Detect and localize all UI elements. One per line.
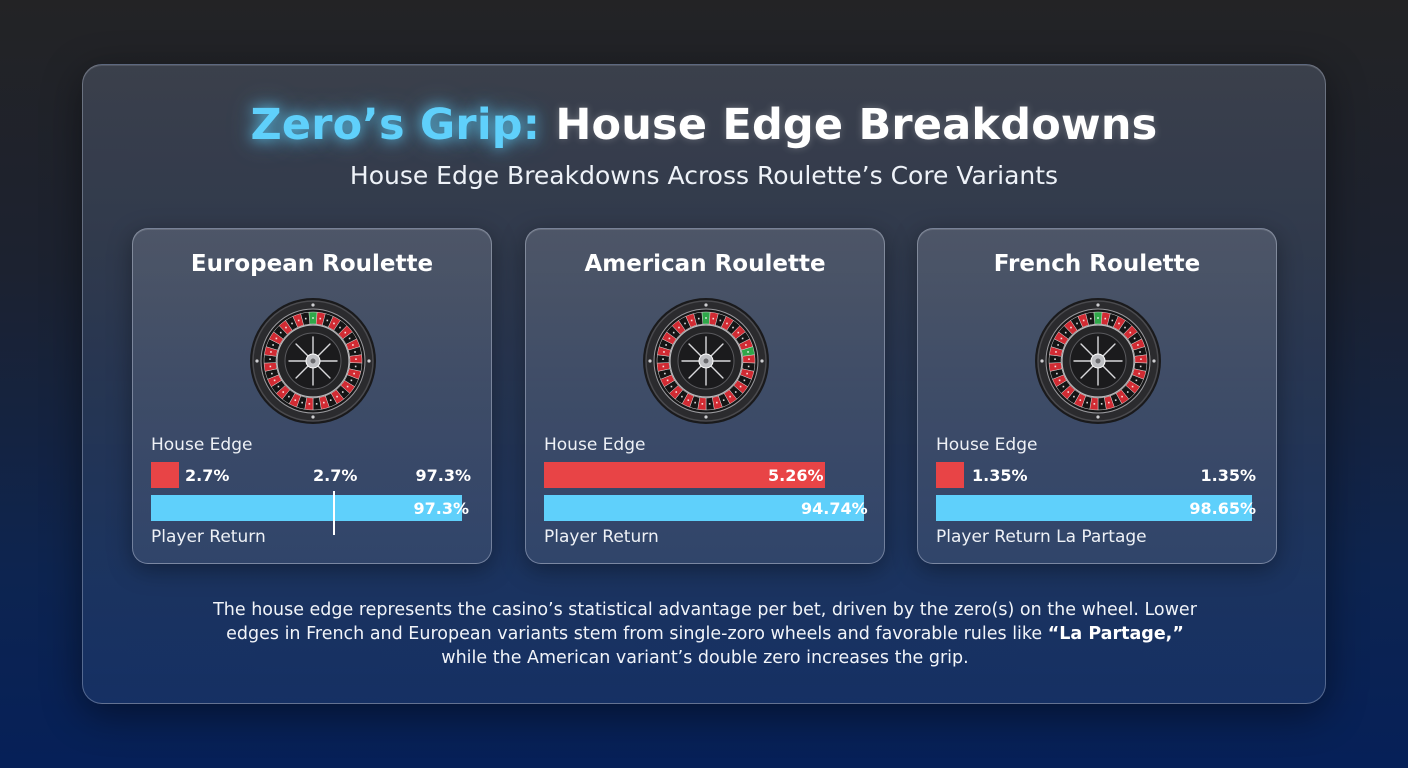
house-edge-label: House Edge bbox=[936, 435, 1038, 455]
house-edge-track bbox=[151, 462, 471, 488]
house-edge-value: 5.26% bbox=[768, 466, 824, 485]
card-european: European Roulette House Edge 2.7% 2.7% 9… bbox=[132, 228, 492, 564]
player-return-label: Player Return bbox=[544, 527, 659, 547]
footer-line-2: edges in French and European variants st… bbox=[160, 622, 1250, 646]
top-right-value: 97.3% bbox=[415, 466, 471, 485]
house-edge-track bbox=[936, 462, 1256, 488]
house-edge-track bbox=[544, 462, 864, 488]
card-american: American Roulette House Edge 5.26% 94.74… bbox=[525, 228, 885, 564]
card-title: European Roulette bbox=[190, 251, 434, 277]
roulette-wheel-icon bbox=[250, 298, 376, 424]
footer-line-3: while the American variant’s double zero… bbox=[441, 648, 969, 668]
top-right-value: 1.35% bbox=[1200, 466, 1256, 485]
footer-line-2-text: edges in French and European variants st… bbox=[226, 624, 1048, 644]
house-edge-value: 1.35% bbox=[972, 466, 1028, 485]
footer-line-2-bold: “La Partage,” bbox=[1047, 624, 1184, 644]
footer-description: The house edge represents the casino’s s… bbox=[160, 598, 1250, 670]
house-edge-value: 2.7% bbox=[185, 466, 230, 485]
player-return-bar bbox=[151, 495, 463, 521]
player-return-value: 94.74% bbox=[801, 499, 868, 518]
player-return-bar bbox=[936, 495, 1252, 521]
card-title: French Roulette bbox=[993, 251, 1201, 277]
card-title: American Roulette bbox=[584, 251, 826, 277]
page-subtitle: House Edge Breakdowns Across Roulette’s … bbox=[349, 161, 1059, 190]
house-edge-bar bbox=[151, 462, 179, 488]
page-title: Zero’s Grip: House Edge Breakdowns bbox=[0, 100, 1408, 150]
edge-marker-line bbox=[333, 491, 335, 535]
house-edge-label: House Edge bbox=[544, 435, 646, 455]
player-return-value: 98.65% bbox=[1189, 499, 1256, 518]
roulette-wheel-icon bbox=[643, 298, 769, 424]
house-edge-label: House Edge bbox=[151, 435, 253, 455]
player-return-label: Player Return La Partage bbox=[936, 527, 1147, 547]
player-return-track bbox=[151, 495, 471, 521]
marker-value: 2.7% bbox=[313, 466, 358, 485]
player-return-track bbox=[544, 495, 864, 521]
player-return-track bbox=[936, 495, 1256, 521]
title-accent: Zero’s Grip: bbox=[250, 100, 541, 150]
footer-line-1: The house edge represents the casino’s s… bbox=[213, 600, 1197, 620]
player-return-bar bbox=[544, 495, 864, 521]
house-edge-bar bbox=[936, 462, 964, 488]
player-return-label: Player Return bbox=[151, 527, 266, 547]
player-return-value: 97.3% bbox=[413, 499, 469, 518]
roulette-wheel-icon bbox=[1035, 298, 1161, 424]
card-french: French Roulette House Edge 1.35% 1.35% 9… bbox=[917, 228, 1277, 564]
title-rest: House Edge Breakdowns bbox=[555, 100, 1158, 150]
house-edge-bar bbox=[544, 462, 825, 488]
